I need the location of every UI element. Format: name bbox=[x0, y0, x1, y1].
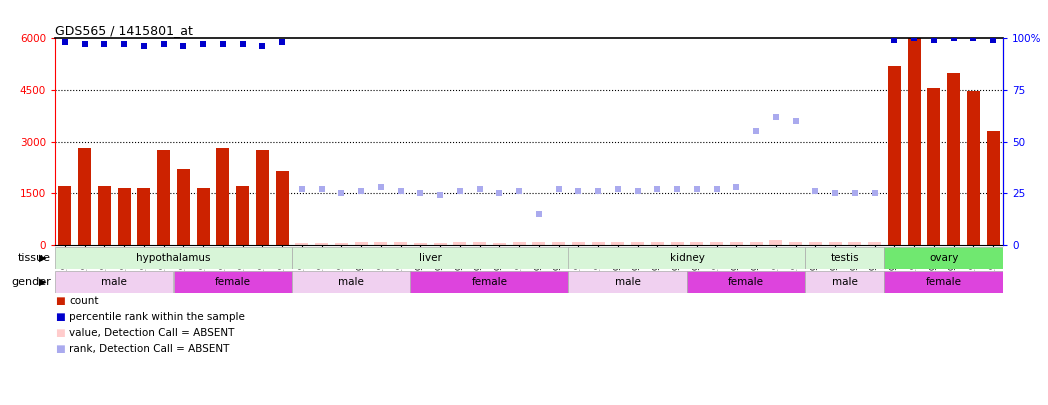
Bar bbox=[137, 188, 150, 245]
Bar bbox=[117, 188, 131, 245]
Bar bbox=[414, 243, 427, 245]
Bar bbox=[691, 242, 703, 245]
Bar bbox=[651, 242, 663, 245]
Bar bbox=[568, 247, 806, 269]
Text: female: female bbox=[472, 277, 507, 287]
Bar bbox=[631, 242, 645, 245]
Bar bbox=[177, 169, 190, 245]
Bar bbox=[276, 171, 288, 245]
Bar bbox=[908, 38, 920, 245]
Text: female: female bbox=[728, 277, 764, 287]
Bar bbox=[809, 242, 822, 245]
Bar bbox=[806, 247, 885, 269]
Text: male: male bbox=[339, 277, 365, 287]
Text: ■: ■ bbox=[54, 344, 65, 354]
Bar bbox=[97, 186, 111, 245]
Text: ■: ■ bbox=[54, 296, 65, 306]
Text: value, Detection Call = ABSENT: value, Detection Call = ABSENT bbox=[69, 328, 235, 338]
Bar bbox=[927, 88, 940, 245]
Text: male: male bbox=[102, 277, 127, 287]
Bar bbox=[454, 243, 466, 245]
Bar bbox=[592, 242, 605, 245]
Bar bbox=[711, 242, 723, 245]
Text: ■: ■ bbox=[54, 312, 65, 322]
Bar bbox=[79, 148, 91, 245]
Bar bbox=[59, 186, 71, 245]
Bar bbox=[493, 243, 506, 245]
Bar bbox=[54, 271, 174, 293]
Bar bbox=[394, 242, 407, 245]
Text: female: female bbox=[925, 277, 962, 287]
Bar bbox=[335, 243, 348, 245]
Text: percentile rank within the sample: percentile rank within the sample bbox=[69, 312, 245, 322]
Bar bbox=[256, 150, 268, 245]
Bar bbox=[806, 271, 885, 293]
Bar bbox=[217, 148, 230, 245]
Bar bbox=[568, 271, 687, 293]
Bar bbox=[671, 242, 683, 245]
Bar bbox=[296, 243, 308, 245]
Text: gender: gender bbox=[12, 277, 51, 287]
Bar bbox=[434, 243, 446, 245]
Text: ovary: ovary bbox=[930, 253, 959, 263]
Bar bbox=[730, 242, 743, 245]
Bar bbox=[354, 242, 368, 245]
Bar bbox=[292, 247, 568, 269]
Text: hypothalamus: hypothalamus bbox=[136, 253, 211, 263]
Bar bbox=[967, 92, 980, 245]
Bar bbox=[987, 131, 1000, 245]
Bar bbox=[947, 72, 960, 245]
Bar bbox=[174, 271, 292, 293]
Bar bbox=[532, 242, 545, 245]
Bar bbox=[292, 271, 411, 293]
Text: ▶: ▶ bbox=[39, 277, 46, 287]
Bar bbox=[572, 243, 585, 245]
Text: male: male bbox=[832, 277, 858, 287]
Bar bbox=[611, 241, 625, 245]
Bar bbox=[888, 66, 901, 245]
Text: rank, Detection Call = ABSENT: rank, Detection Call = ABSENT bbox=[69, 344, 230, 354]
Bar bbox=[769, 240, 782, 245]
Text: liver: liver bbox=[419, 253, 441, 263]
Text: male: male bbox=[615, 277, 640, 287]
Bar bbox=[474, 243, 486, 245]
Bar bbox=[315, 243, 328, 245]
Bar bbox=[849, 242, 861, 245]
Bar bbox=[236, 186, 249, 245]
Text: count: count bbox=[69, 296, 99, 306]
Bar bbox=[157, 150, 170, 245]
Bar bbox=[749, 242, 763, 245]
Text: ■: ■ bbox=[54, 328, 65, 338]
Text: kidney: kidney bbox=[670, 253, 704, 263]
Bar bbox=[512, 243, 525, 245]
Bar bbox=[687, 271, 806, 293]
Text: GDS565 / 1415801_at: GDS565 / 1415801_at bbox=[54, 24, 193, 37]
Bar bbox=[868, 242, 881, 245]
Bar bbox=[374, 242, 388, 245]
Bar bbox=[829, 242, 842, 245]
Bar bbox=[885, 247, 1003, 269]
Bar bbox=[197, 188, 210, 245]
Text: tissue: tissue bbox=[18, 253, 51, 263]
Bar bbox=[54, 247, 292, 269]
Text: ▶: ▶ bbox=[39, 253, 46, 263]
Text: testis: testis bbox=[831, 253, 859, 263]
Bar bbox=[789, 242, 802, 245]
Bar bbox=[552, 241, 565, 245]
Bar bbox=[885, 271, 1003, 293]
Text: female: female bbox=[215, 277, 250, 287]
Bar bbox=[411, 271, 568, 293]
